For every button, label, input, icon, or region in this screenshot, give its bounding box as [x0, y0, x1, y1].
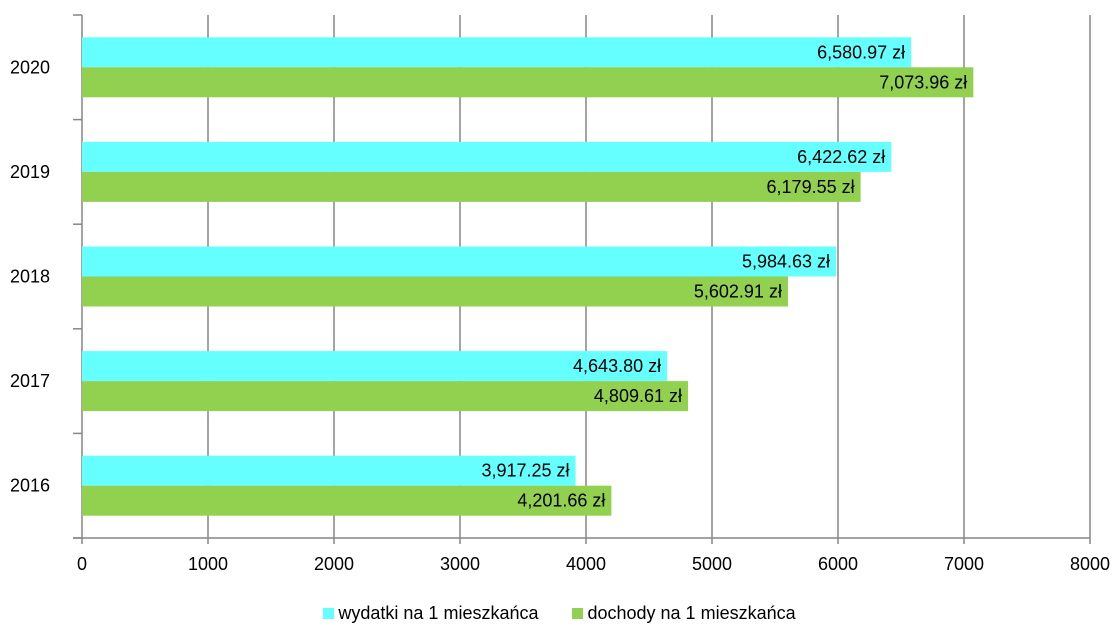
- bar-dochody: [82, 485, 612, 516]
- legend-swatch-wydatki: [323, 608, 335, 619]
- legend-label-wydatki: wydatki na 1 mieszkańca: [338, 603, 539, 623]
- category-label: 2018: [10, 267, 50, 287]
- legend-item-dochody: dochody na 1 mieszkańca: [572, 603, 796, 624]
- bar-dochody: [82, 67, 974, 98]
- bar-dochody: [82, 276, 788, 307]
- category-label: 2020: [10, 57, 50, 77]
- x-tick-label: 8000: [1070, 554, 1110, 574]
- data-label: 4,643.80 zł: [573, 356, 661, 376]
- data-label: 4,809.61 zł: [594, 386, 682, 406]
- x-tick-label: 6000: [818, 554, 858, 574]
- x-tick-label: 1000: [188, 554, 228, 574]
- data-label: 5,984.63 zł: [742, 252, 830, 272]
- category-label: 2016: [10, 476, 50, 496]
- legend-swatch-dochody: [572, 608, 584, 619]
- bar-wydatki: [82, 37, 912, 68]
- x-tick-label: 0: [77, 554, 87, 574]
- data-label: 6,179.55 zł: [767, 177, 855, 197]
- x-tick-label: 4000: [566, 554, 606, 574]
- x-tick-label: 3000: [440, 554, 480, 574]
- data-label: 3,917.25 zł: [481, 461, 569, 481]
- x-tick-label: 7000: [944, 554, 984, 574]
- bar-wydatki: [82, 351, 668, 382]
- bar-wydatki: [82, 246, 837, 277]
- bar-chart: 0 1000 2000 3000 4000 5000 6000 7000 8000 2020 6,5…: [10, 14, 1110, 574]
- data-label: 6,422.62 zł: [797, 147, 885, 167]
- x-tick-label: 2000: [314, 554, 354, 574]
- category-label: 2017: [10, 371, 50, 391]
- data-label: 4,201.66 zł: [517, 491, 605, 511]
- x-tick-label: 5000: [692, 554, 732, 574]
- bar-wydatki: [82, 455, 576, 486]
- legend-label-dochody: dochody na 1 mieszkańca: [587, 603, 796, 623]
- bar-dochody: [82, 171, 861, 202]
- data-label: 7,073.96 zł: [879, 72, 967, 92]
- legend-item-wydatki: wydatki na 1 mieszkańca: [323, 603, 538, 624]
- bar-dochody: [82, 381, 689, 412]
- data-label: 5,602.91 zł: [694, 282, 782, 302]
- bar-wydatki: [82, 141, 892, 172]
- category-label: 2019: [10, 162, 50, 182]
- data-label: 6,580.97 zł: [817, 42, 905, 62]
- legend: wydatki na 1 mieszkańca dochody na 1 mie…: [0, 603, 1119, 624]
